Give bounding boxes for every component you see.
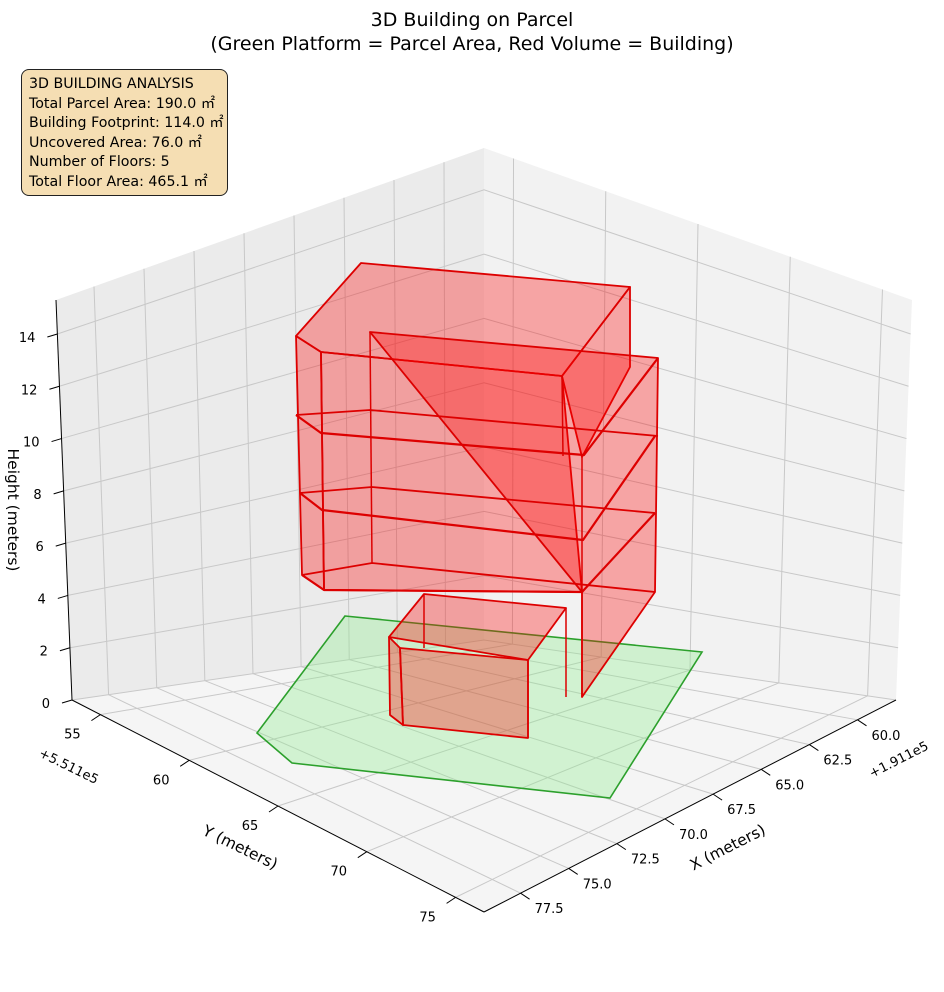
building-face [369,331,659,698]
z-tick-label: 2 [40,645,48,660]
y-tick [268,805,279,813]
info-heading: 3D BUILDING ANALYSIS [29,76,194,92]
ticks: 0 2 4 6 8 10 12 14 55 60 65 70 75 60.0 62.5 65.0 67.5 70.… [19,331,901,925]
x-tick-label: 70.0 [679,828,708,843]
z-tick-label: 10 [23,436,40,451]
z-tick [61,699,73,704]
x-grid-line [193,250,618,845]
pane-left [56,148,484,700]
info-parcel-area: Total Parcel Area: 190.0 ㎡ [29,95,216,112]
z-tick [55,542,66,547]
x-tick-label: 77.5 [535,902,564,917]
y-grid-line [455,289,883,898]
z-tick-label: 12 [21,383,38,398]
y-tick-label: 75 [419,910,436,925]
x-grid-line [393,179,810,746]
x-grid-line [93,286,521,894]
x-tick [664,818,675,826]
chart-subtitle: (Green Platform = Parcel Area, Red Volum… [210,33,733,55]
y-tick-label: 60 [153,773,170,788]
z-tick [47,333,58,338]
z-axis-label: Height (meters) [4,449,22,572]
parcel-platform [255,615,704,799]
y-axis-label: Y (meters) [199,821,281,873]
y-tick [446,896,456,904]
x-tick-label: 72.5 [631,853,660,868]
floor-outline [295,357,659,457]
z-grid-line [67,510,901,596]
x-tick-label: 75.0 [583,877,612,892]
pane-right [484,148,912,700]
y-tick-label: 70 [331,865,348,880]
analysis-info-box: 3D BUILDING ANALYSIS Total Parcel Area: … [21,69,228,196]
building-edge [561,375,564,457]
floor-outline [301,512,656,594]
z-tick-label: 4 [38,592,46,607]
building-face [399,647,529,739]
z-tick [59,647,71,652]
x-tick [712,793,723,801]
x-grid-line [243,233,666,820]
chart-title: 3D Building on Parcel [371,9,574,31]
y-tick-label: 65 [242,819,259,834]
info-uncovered-area: Uncovered Area: 76.0 ㎡ [29,134,202,151]
x-axis-line [483,699,897,913]
x-tick-label: 67.5 [727,803,756,818]
building-face [561,286,631,458]
z-tick [57,594,68,599]
x-tick [616,843,627,851]
x-tick-label: 62.5 [823,754,852,769]
y-tick [91,714,101,722]
info-floor-count: Number of Floors: 5 [29,154,170,170]
z-tick-label: 8 [33,488,41,503]
pane-floor [72,640,896,912]
z-grid-line [61,317,907,440]
x-tick [809,744,819,751]
z-grid-line [57,189,911,335]
z-tick [49,385,60,390]
x-tick-label: 65.0 [775,778,804,793]
y-offset-label: +5.511e5 [36,746,100,788]
x-offset-label: +1.911e5 [867,739,931,782]
x-tick [760,768,771,776]
floor-outline [299,435,656,542]
x-grid-line [343,197,762,770]
z-tick-label: 0 [42,697,50,712]
z-axis-line [55,299,73,701]
building-edge [369,331,373,564]
y-grid-line [189,191,607,761]
z-tick-label: 6 [35,540,43,555]
y-grid-line [100,158,515,716]
z-tick-label: 14 [19,331,36,346]
y-tick-label: 55 [64,728,81,743]
x-tick [568,867,578,875]
z-grid-line [63,382,905,492]
info-total-floor-area: Total Floor Area: 465.1 ㎡ [29,173,208,190]
z-tick [53,490,64,495]
z-tick [51,438,62,443]
info-building-footprint: Building Footprint: 114.0 ㎡ [29,115,224,131]
z-grid-line [71,639,897,701]
y-grid-line [366,256,791,853]
x-tick [520,892,530,900]
building-volume [295,262,659,739]
y-tick [357,851,368,859]
building-edge [320,351,325,591]
x-grid-line [143,268,569,869]
z-grid-line [59,253,909,387]
z-grid-line [69,575,899,649]
x-tick-label: 60.0 [871,729,900,744]
x-tick [857,719,867,727]
y-tick [179,759,190,767]
